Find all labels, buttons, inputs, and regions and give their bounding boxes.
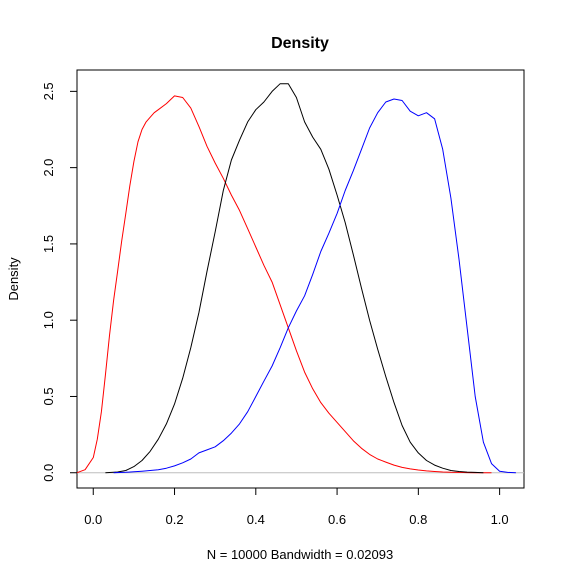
density-curve-2 [105, 83, 484, 474]
density-curve-3 [113, 98, 516, 474]
y-axis-label: Density [6, 257, 21, 301]
density-curve-1 [76, 95, 492, 474]
y-tick-label: 2.0 [41, 159, 56, 177]
plot-box [76, 69, 525, 489]
y-tick-label: 0.0 [41, 464, 56, 482]
density-curves [76, 83, 516, 474]
chart-title: Density [271, 35, 329, 52]
y-tick-label: 2.5 [41, 82, 56, 100]
x-tick-label: 0.2 [165, 512, 183, 527]
y-tick-label: 1.5 [41, 235, 56, 253]
x-tick-label: 0.6 [328, 512, 346, 527]
x-tick-label: 0.4 [247, 512, 265, 527]
y-tick-label: 1.0 [41, 311, 56, 329]
x-tick-label: 0.0 [84, 512, 102, 527]
x-tick-label: 0.8 [409, 512, 427, 527]
x-axis: 0.0 0.2 0.4 0.6 0.8 1.0 [84, 487, 509, 527]
y-axis: 0.0 0.5 1.0 1.5 2.0 2.5 [41, 82, 78, 482]
y-tick-label: 0.5 [41, 387, 56, 405]
x-tick-label: 1.0 [491, 512, 509, 527]
x-axis-label: N = 10000 Bandwidth = 0.02093 [207, 547, 393, 562]
